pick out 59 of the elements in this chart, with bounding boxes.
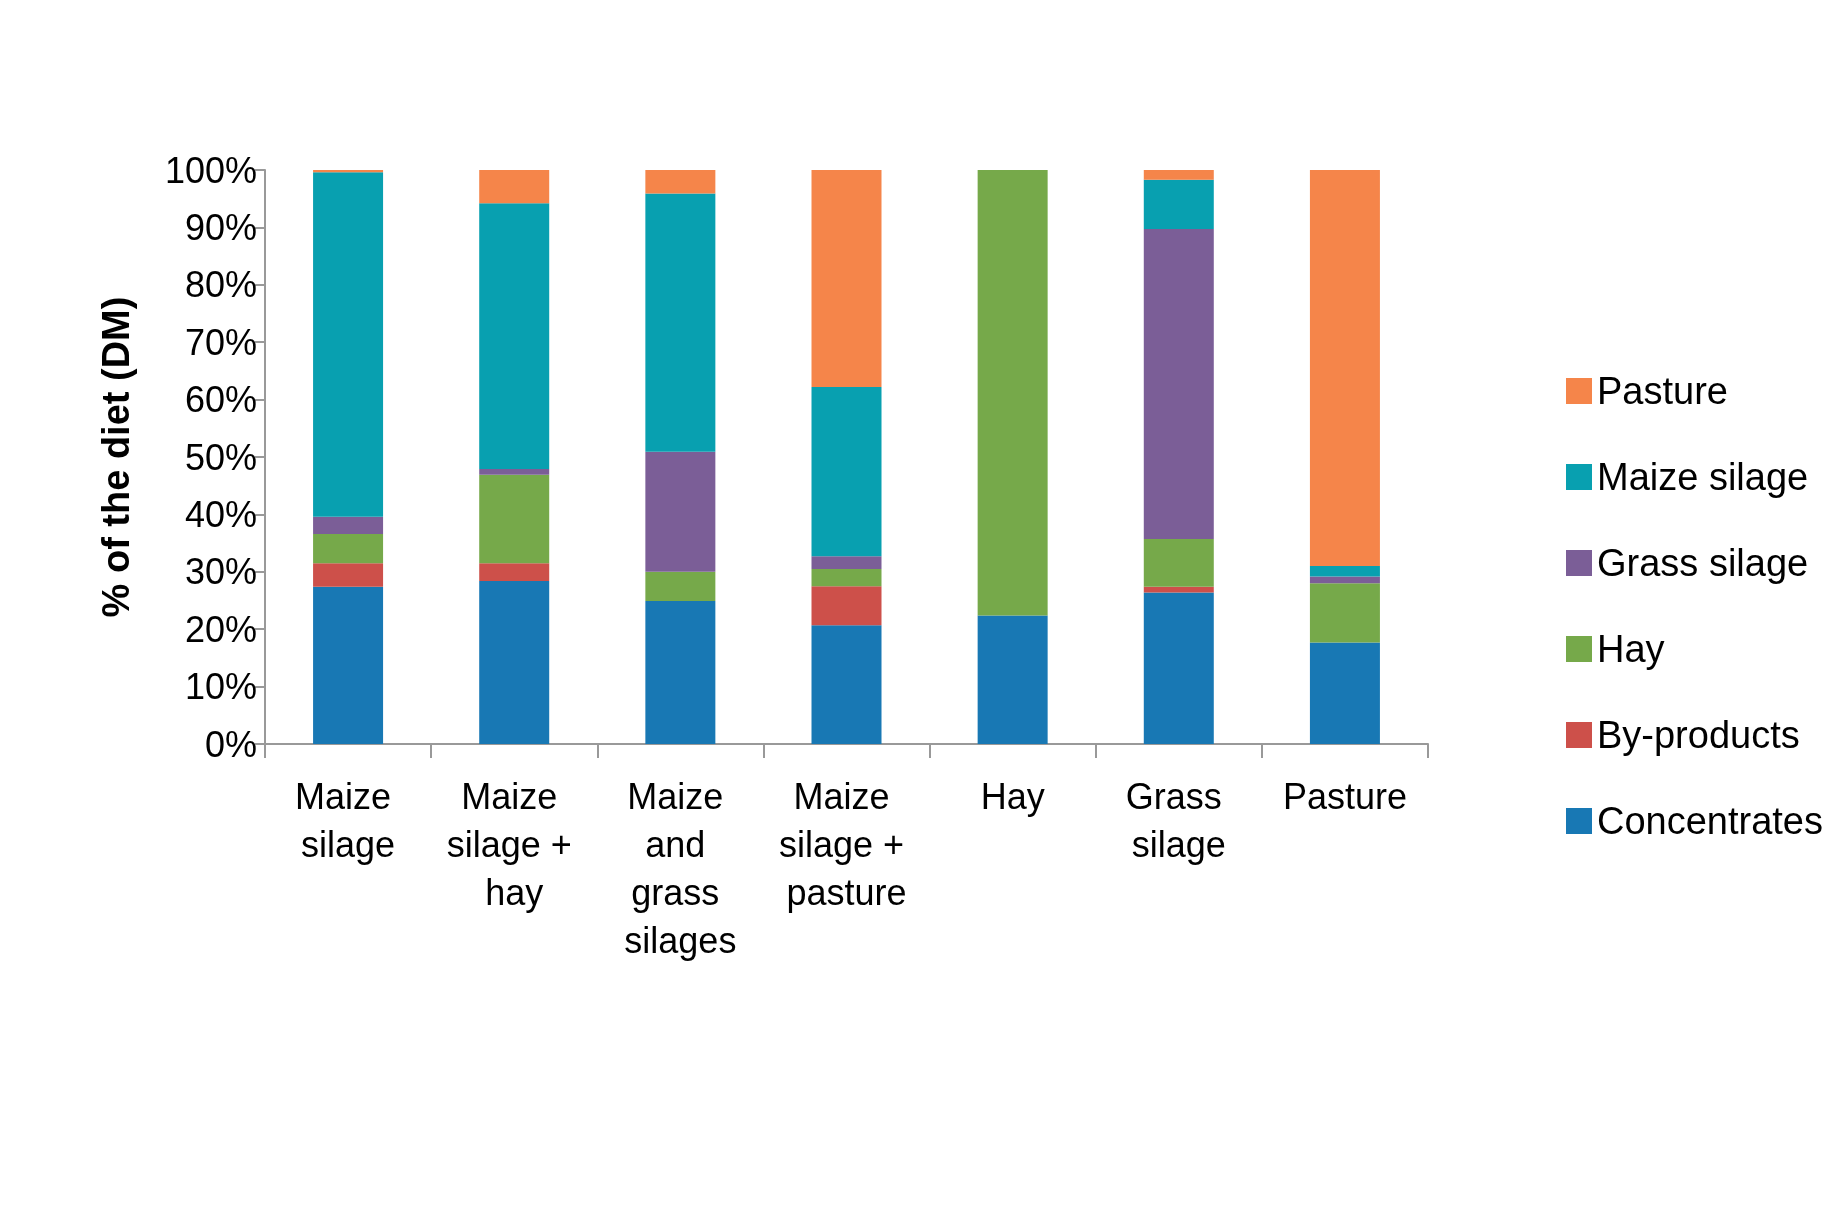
bar [1309,566,1380,577]
bar [811,568,882,587]
bar [811,586,882,626]
bar [977,615,1048,744]
bar [1309,583,1380,643]
bar [479,474,550,564]
y-tick-label: 80% [184,264,257,306]
bar [811,170,882,387]
y-tick-label: 90% [184,206,257,248]
legend-label: By-products [1596,714,1800,756]
x-tick-label: Maize silage [295,775,402,865]
legend-label: Grass silage [1596,542,1809,584]
y-tick-label: 20% [184,608,257,650]
bar [479,580,550,744]
y-axis-title: % of the diet (DM) [95,296,137,618]
y-tick-label: 10% [184,666,257,708]
bar [479,203,550,470]
x-tick-label: Maize silage + pasture [778,775,915,913]
bar [313,563,384,587]
y-tick-label: 30% [184,551,257,593]
y-tick-label: 0% [204,723,257,765]
bar [811,556,882,569]
x-tick-label: Grass silage [1125,775,1232,865]
legend-label: Maize silage [1596,456,1809,498]
bar [1143,592,1214,744]
y-tick-label: 40% [184,493,257,535]
y-tick-label: 70% [184,321,257,363]
bar [811,386,882,557]
bar [645,571,716,602]
bar [1309,170,1380,567]
bar [1309,642,1380,744]
bar [313,516,384,534]
bar [479,563,550,581]
x-tick-label: Maize and grass silages [624,775,737,961]
x-tick-label: Pasture [1282,775,1407,817]
bar [313,172,384,517]
y-tick-label: 60% [184,379,257,421]
legend-label: Hay [1596,628,1665,670]
bar [313,586,384,744]
x-tick-label: Maize silage + hay [446,775,582,913]
y-tick-label: 100% [164,149,257,191]
bar [1143,179,1214,230]
bar [977,170,1048,616]
bar [1143,539,1214,587]
legend-label: Concentrates [1596,800,1823,842]
bar [479,170,550,204]
y-tick-label: 50% [184,436,257,478]
bar [479,469,550,475]
x-tick-label: Hay [980,775,1045,817]
bar [1143,170,1214,180]
bar [645,601,716,744]
bar [1143,229,1214,540]
bar [645,170,716,194]
bar [1309,576,1380,584]
bar [313,533,384,564]
bar [645,193,716,452]
legend-label: Pasture [1596,370,1728,412]
bar [811,625,882,744]
bar [645,451,716,572]
